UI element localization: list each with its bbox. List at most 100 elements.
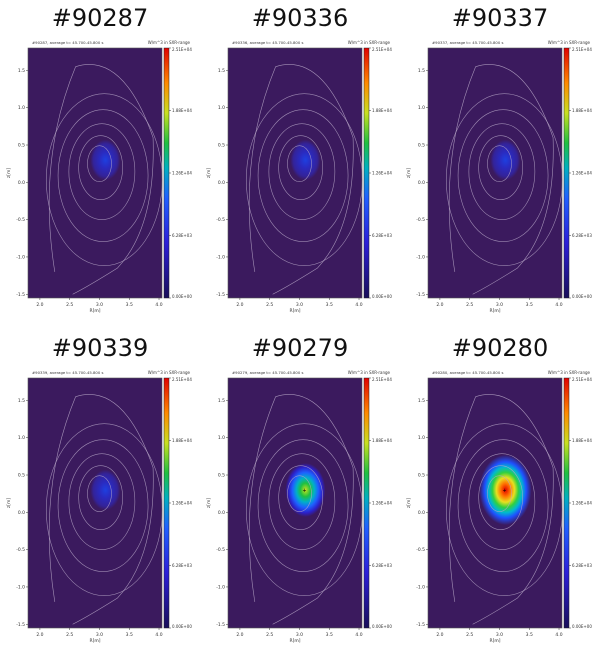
y-tick-label: 0.0 bbox=[418, 180, 425, 186]
colorbar bbox=[163, 47, 170, 299]
colorbar-tick-label: 2.51E+04 bbox=[172, 377, 192, 382]
colorbar-tick-label: 0.00E+00 bbox=[372, 624, 392, 629]
y-tick-label: 1.5 bbox=[218, 398, 225, 404]
flux-contour bbox=[287, 145, 312, 182]
chart-subtitle: #90339, average t= 45.700-45.800 s bbox=[32, 370, 103, 375]
colorbar bbox=[363, 377, 370, 629]
colorbar bbox=[163, 377, 170, 629]
colorbar-tick-label: 2.51E+04 bbox=[372, 47, 392, 52]
x-tick-label: 4.0 bbox=[355, 632, 362, 638]
x-axis-label: R[m] bbox=[489, 638, 500, 644]
y-tick-label: 1.0 bbox=[218, 435, 225, 441]
flux-contour bbox=[257, 439, 349, 572]
flux-contour bbox=[68, 123, 136, 220]
plot-frame bbox=[227, 47, 363, 299]
x-tick-label: 3.5 bbox=[326, 302, 333, 308]
colorbar-tick-label: 0.00E+00 bbox=[572, 294, 592, 299]
y-tick-label: 0.0 bbox=[218, 180, 225, 186]
x-tick-label: 2.5 bbox=[66, 632, 73, 638]
colorbar-tick-label: 0.00E+00 bbox=[572, 624, 592, 629]
flux-contour bbox=[478, 465, 523, 530]
colorbar-label: W/m^3 in SXR-range bbox=[548, 370, 591, 375]
colorbar-tick-label: 2.51E+04 bbox=[372, 377, 392, 382]
y-tick-label: -1.0 bbox=[16, 584, 25, 590]
y-tick-label: -1.5 bbox=[16, 292, 25, 298]
flux-contour bbox=[78, 135, 123, 200]
colorbar-tick-label: 1.88E+04 bbox=[572, 438, 592, 443]
chart-panel: #90280 #90280, average t= 45.700-45.800 s… bbox=[400, 330, 600, 660]
y-axis-label: z[m] bbox=[206, 168, 212, 179]
y-tick-label: -0.5 bbox=[216, 217, 225, 223]
x-tick-label: 2.5 bbox=[266, 632, 273, 638]
emission-peak bbox=[490, 139, 521, 181]
flux-contour bbox=[468, 453, 536, 550]
flux-contour bbox=[268, 453, 336, 550]
chart-title: #90287 bbox=[51, 4, 149, 32]
x-axis-label: R[m] bbox=[89, 308, 100, 314]
flux-contour bbox=[478, 135, 523, 200]
x-tick-label: 3.5 bbox=[526, 632, 533, 638]
y-tick-label: 0.0 bbox=[18, 180, 25, 186]
y-tick-label: 0.5 bbox=[18, 143, 25, 149]
y-tick-label: -0.5 bbox=[16, 217, 25, 223]
x-axis-label: R[m] bbox=[89, 638, 100, 644]
x-tick-label: 4.0 bbox=[555, 302, 562, 308]
colorbar-tick-label: 0.00E+00 bbox=[172, 624, 192, 629]
y-tick-label: -1.5 bbox=[416, 292, 425, 298]
y-tick-label: 0.0 bbox=[18, 510, 25, 516]
emission-peak bbox=[290, 139, 321, 181]
y-tick-label: 1.5 bbox=[418, 398, 425, 404]
y-axis-label: z[m] bbox=[406, 168, 412, 179]
x-tick-label: 2.0 bbox=[36, 632, 43, 638]
colorbar-label: W/m^3 in SXR-range bbox=[148, 40, 191, 45]
plot-frame bbox=[227, 377, 363, 629]
x-tick-label: 4.0 bbox=[155, 632, 162, 638]
y-tick-label: -1.0 bbox=[16, 254, 25, 260]
axis-marker: + bbox=[502, 488, 506, 494]
colorbar-tick-label: 1.26E+04 bbox=[372, 171, 392, 176]
colorbar-tick-label: 6.28E+03 bbox=[372, 233, 392, 238]
chart-subtitle: #90336, average t= 45.700-45.800 s bbox=[232, 40, 303, 45]
y-tick-label: 1.0 bbox=[18, 105, 25, 111]
colorbar-tick-label: 2.51E+04 bbox=[172, 47, 192, 52]
colorbar-tick-label: 0.00E+00 bbox=[372, 294, 392, 299]
flux-contour bbox=[457, 439, 549, 572]
y-tick-label: 1.5 bbox=[18, 398, 25, 404]
colorbar-tick-label: 1.88E+04 bbox=[172, 438, 192, 443]
x-tick-label: 3.0 bbox=[496, 302, 503, 308]
colorbar-tick-label: 1.26E+04 bbox=[172, 171, 192, 176]
y-tick-label: 0.5 bbox=[218, 473, 225, 479]
emission-peak bbox=[90, 469, 121, 511]
axis-marker: + bbox=[302, 488, 306, 494]
separatrix-contour bbox=[248, 64, 354, 295]
colorbar-tick-label: 6.28E+03 bbox=[372, 563, 392, 568]
flux-contour bbox=[278, 135, 323, 200]
separatrix-contour bbox=[48, 64, 154, 295]
chart-panel: #90287 #90287, average t= 45.700-45.800 s… bbox=[0, 0, 200, 330]
x-axis-label: R[m] bbox=[289, 308, 300, 314]
colorbar-label: W/m^3 in SXR-range bbox=[548, 40, 591, 45]
flux-contour bbox=[287, 475, 312, 512]
x-axis-label: R[m] bbox=[489, 308, 500, 314]
y-tick-label: -1.0 bbox=[216, 584, 225, 590]
flux-contour bbox=[57, 439, 149, 572]
x-tick-label: 3.0 bbox=[96, 632, 103, 638]
colorbar-tick-label: 6.28E+03 bbox=[172, 563, 192, 568]
colorbar bbox=[563, 47, 570, 299]
flux-contour bbox=[457, 109, 549, 242]
y-tick-label: -0.5 bbox=[416, 547, 425, 553]
y-tick-label: -1.0 bbox=[416, 584, 425, 590]
plot-frame bbox=[427, 47, 563, 299]
separatrix-contour bbox=[248, 394, 354, 625]
x-tick-label: 2.0 bbox=[236, 302, 243, 308]
chart-title: #90339 bbox=[51, 334, 149, 362]
y-tick-label: -0.5 bbox=[416, 217, 425, 223]
x-tick-label: 3.0 bbox=[96, 302, 103, 308]
x-tick-label: 4.0 bbox=[555, 632, 562, 638]
heatmap-svg: #90336, average t= 45.700-45.800 s W/m^3 … bbox=[206, 40, 392, 314]
y-tick-label: -0.5 bbox=[16, 547, 25, 553]
colorbar-tick-label: 6.28E+03 bbox=[172, 233, 192, 238]
separatrix-contour bbox=[448, 394, 554, 625]
x-tick-label: 3.5 bbox=[126, 302, 133, 308]
chart-panel: #90336 #90336, average t= 45.700-45.800 s… bbox=[200, 0, 400, 330]
